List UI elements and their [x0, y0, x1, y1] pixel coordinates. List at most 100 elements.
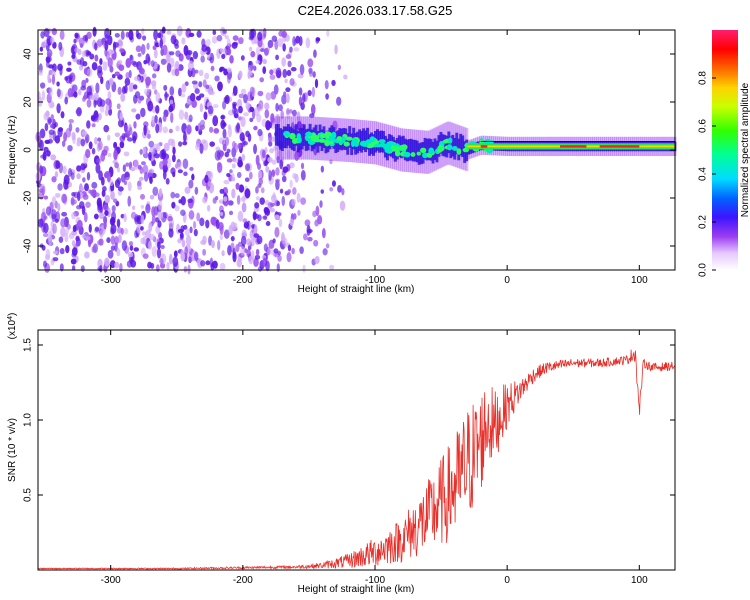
spectrogram-cell: [108, 108, 113, 116]
spectrogram-cell: [148, 222, 153, 233]
spectrogram-cell: [45, 206, 52, 216]
spectrogram-cell: [165, 52, 171, 63]
spectrogram-cell: [156, 247, 162, 259]
spectrogram-cell: [70, 258, 77, 265]
spectrogram-cell: [226, 158, 233, 163]
spectrogram-cell: [299, 64, 305, 75]
spectrogram-cell: [244, 177, 250, 183]
spectrogram-cell: [59, 247, 65, 255]
spectrogram-cell: [287, 244, 292, 252]
spectrogram-cell: [97, 137, 102, 142]
spectrogram-cell: [294, 173, 299, 183]
signal-peak: [336, 136, 343, 141]
signal-core: [419, 142, 423, 165]
spectrogram-cell: [194, 69, 199, 74]
signal-core: [302, 124, 306, 146]
spectrogram-cell: [165, 178, 170, 185]
signal-core: [274, 124, 278, 146]
spectrogram-cell: [109, 49, 115, 55]
spectrogram-cell: [287, 189, 292, 194]
spectrogram-cell: [168, 253, 173, 265]
signal-peak: [341, 136, 346, 144]
signal-core: [443, 134, 447, 157]
spectrogram-cell: [279, 188, 284, 194]
spectrogram-cell: [219, 66, 225, 72]
spectrogram-cell: [236, 171, 242, 179]
spectrogram-cell: [103, 219, 107, 230]
spectrogram-cell: [155, 264, 160, 272]
spectrogram-cell: [141, 231, 147, 236]
spectrogram-cell: [95, 117, 100, 123]
colorbar-tick-label: 0.6: [698, 119, 709, 133]
spectrogram-cell: [155, 91, 161, 103]
spectrogram-cell: [307, 58, 314, 68]
spectrogram-cell: [236, 259, 243, 268]
spectrogram-cell: [57, 183, 63, 191]
spectrogram-cell: [258, 101, 264, 112]
spectrogram-cell: [137, 185, 143, 190]
spectrogram-cell: [243, 112, 249, 117]
spectrogram-cell: [90, 189, 97, 197]
spectrogram-cell: [97, 38, 103, 47]
spectrogram-cell: [255, 154, 260, 166]
spectrogram-cell: [300, 162, 305, 170]
spectrogram-cell: [194, 88, 200, 95]
spectrogram-cell: [289, 78, 295, 86]
spectrogram-cell: [227, 200, 234, 206]
spectrogram-cell: [275, 54, 279, 61]
spectrogram-cell: [83, 211, 88, 223]
spectrogram-cell: [132, 135, 137, 144]
spectrogram-cell: [51, 176, 57, 183]
spectrogram-cell: [313, 49, 317, 58]
spectrogram-cell: [47, 230, 53, 242]
spectrogram-cell: [177, 64, 184, 71]
spectrogram-cell: [135, 45, 142, 53]
spectrogram-cell: [113, 149, 118, 161]
spectrogram-cell: [84, 133, 90, 144]
spectrogram-cell: [319, 200, 323, 208]
spectrogram-cell: [188, 179, 194, 189]
x-tick-label: -300: [101, 275, 121, 286]
signal-core: [459, 133, 463, 156]
spectrogram-cell: [255, 248, 260, 256]
spectrogram-cell: [292, 36, 296, 47]
spectrogram-cell: [51, 74, 56, 85]
spectrogram-cell: [331, 79, 336, 87]
spectrogram-cell: [312, 71, 316, 78]
spectrogram-cell: [159, 30, 164, 40]
signal-core: [411, 139, 415, 162]
spectrogram-cell: [148, 140, 155, 148]
spectrogram-cell: [269, 147, 275, 154]
spectrogram-cell: [184, 81, 189, 87]
spectrogram-cell: [257, 31, 263, 41]
spectrogram-cell: [168, 105, 174, 113]
spectrogram-cell: [76, 173, 81, 180]
spectrogram-cell: [309, 113, 315, 119]
spectrogram-cell: [216, 34, 223, 42]
spectrogram-cell: [292, 213, 297, 220]
spectrogram-cell: [177, 228, 184, 234]
spectrogram-cell: [120, 30, 125, 40]
spectrogram-cell: [285, 93, 290, 104]
spectrogram-cell: [162, 44, 168, 56]
spectrogram-cell: [202, 196, 208, 204]
spectrogram-cell: [315, 37, 320, 44]
spectrogram-cell: [104, 171, 110, 178]
spectrogram-cell: [248, 46, 253, 52]
spectrogram-cell: [139, 149, 143, 155]
spectrogram-cell: [117, 86, 122, 96]
signal-peak: [379, 142, 387, 148]
spectrogram-cell: [271, 35, 278, 42]
signal-core: [461, 135, 465, 158]
spectrogram-cell: [300, 169, 306, 181]
spectrogram-cell: [124, 84, 128, 94]
spectrogram-cell: [154, 114, 158, 124]
spectrogram-cell: [282, 166, 289, 174]
spectrogram-cell: [322, 248, 328, 256]
spectrogram-cell: [200, 240, 206, 245]
spectrogram-cell: [287, 60, 292, 68]
spectrogram-cell: [274, 114, 281, 125]
spectrogram-cell: [184, 186, 191, 194]
spectrogram-cell: [205, 219, 210, 229]
